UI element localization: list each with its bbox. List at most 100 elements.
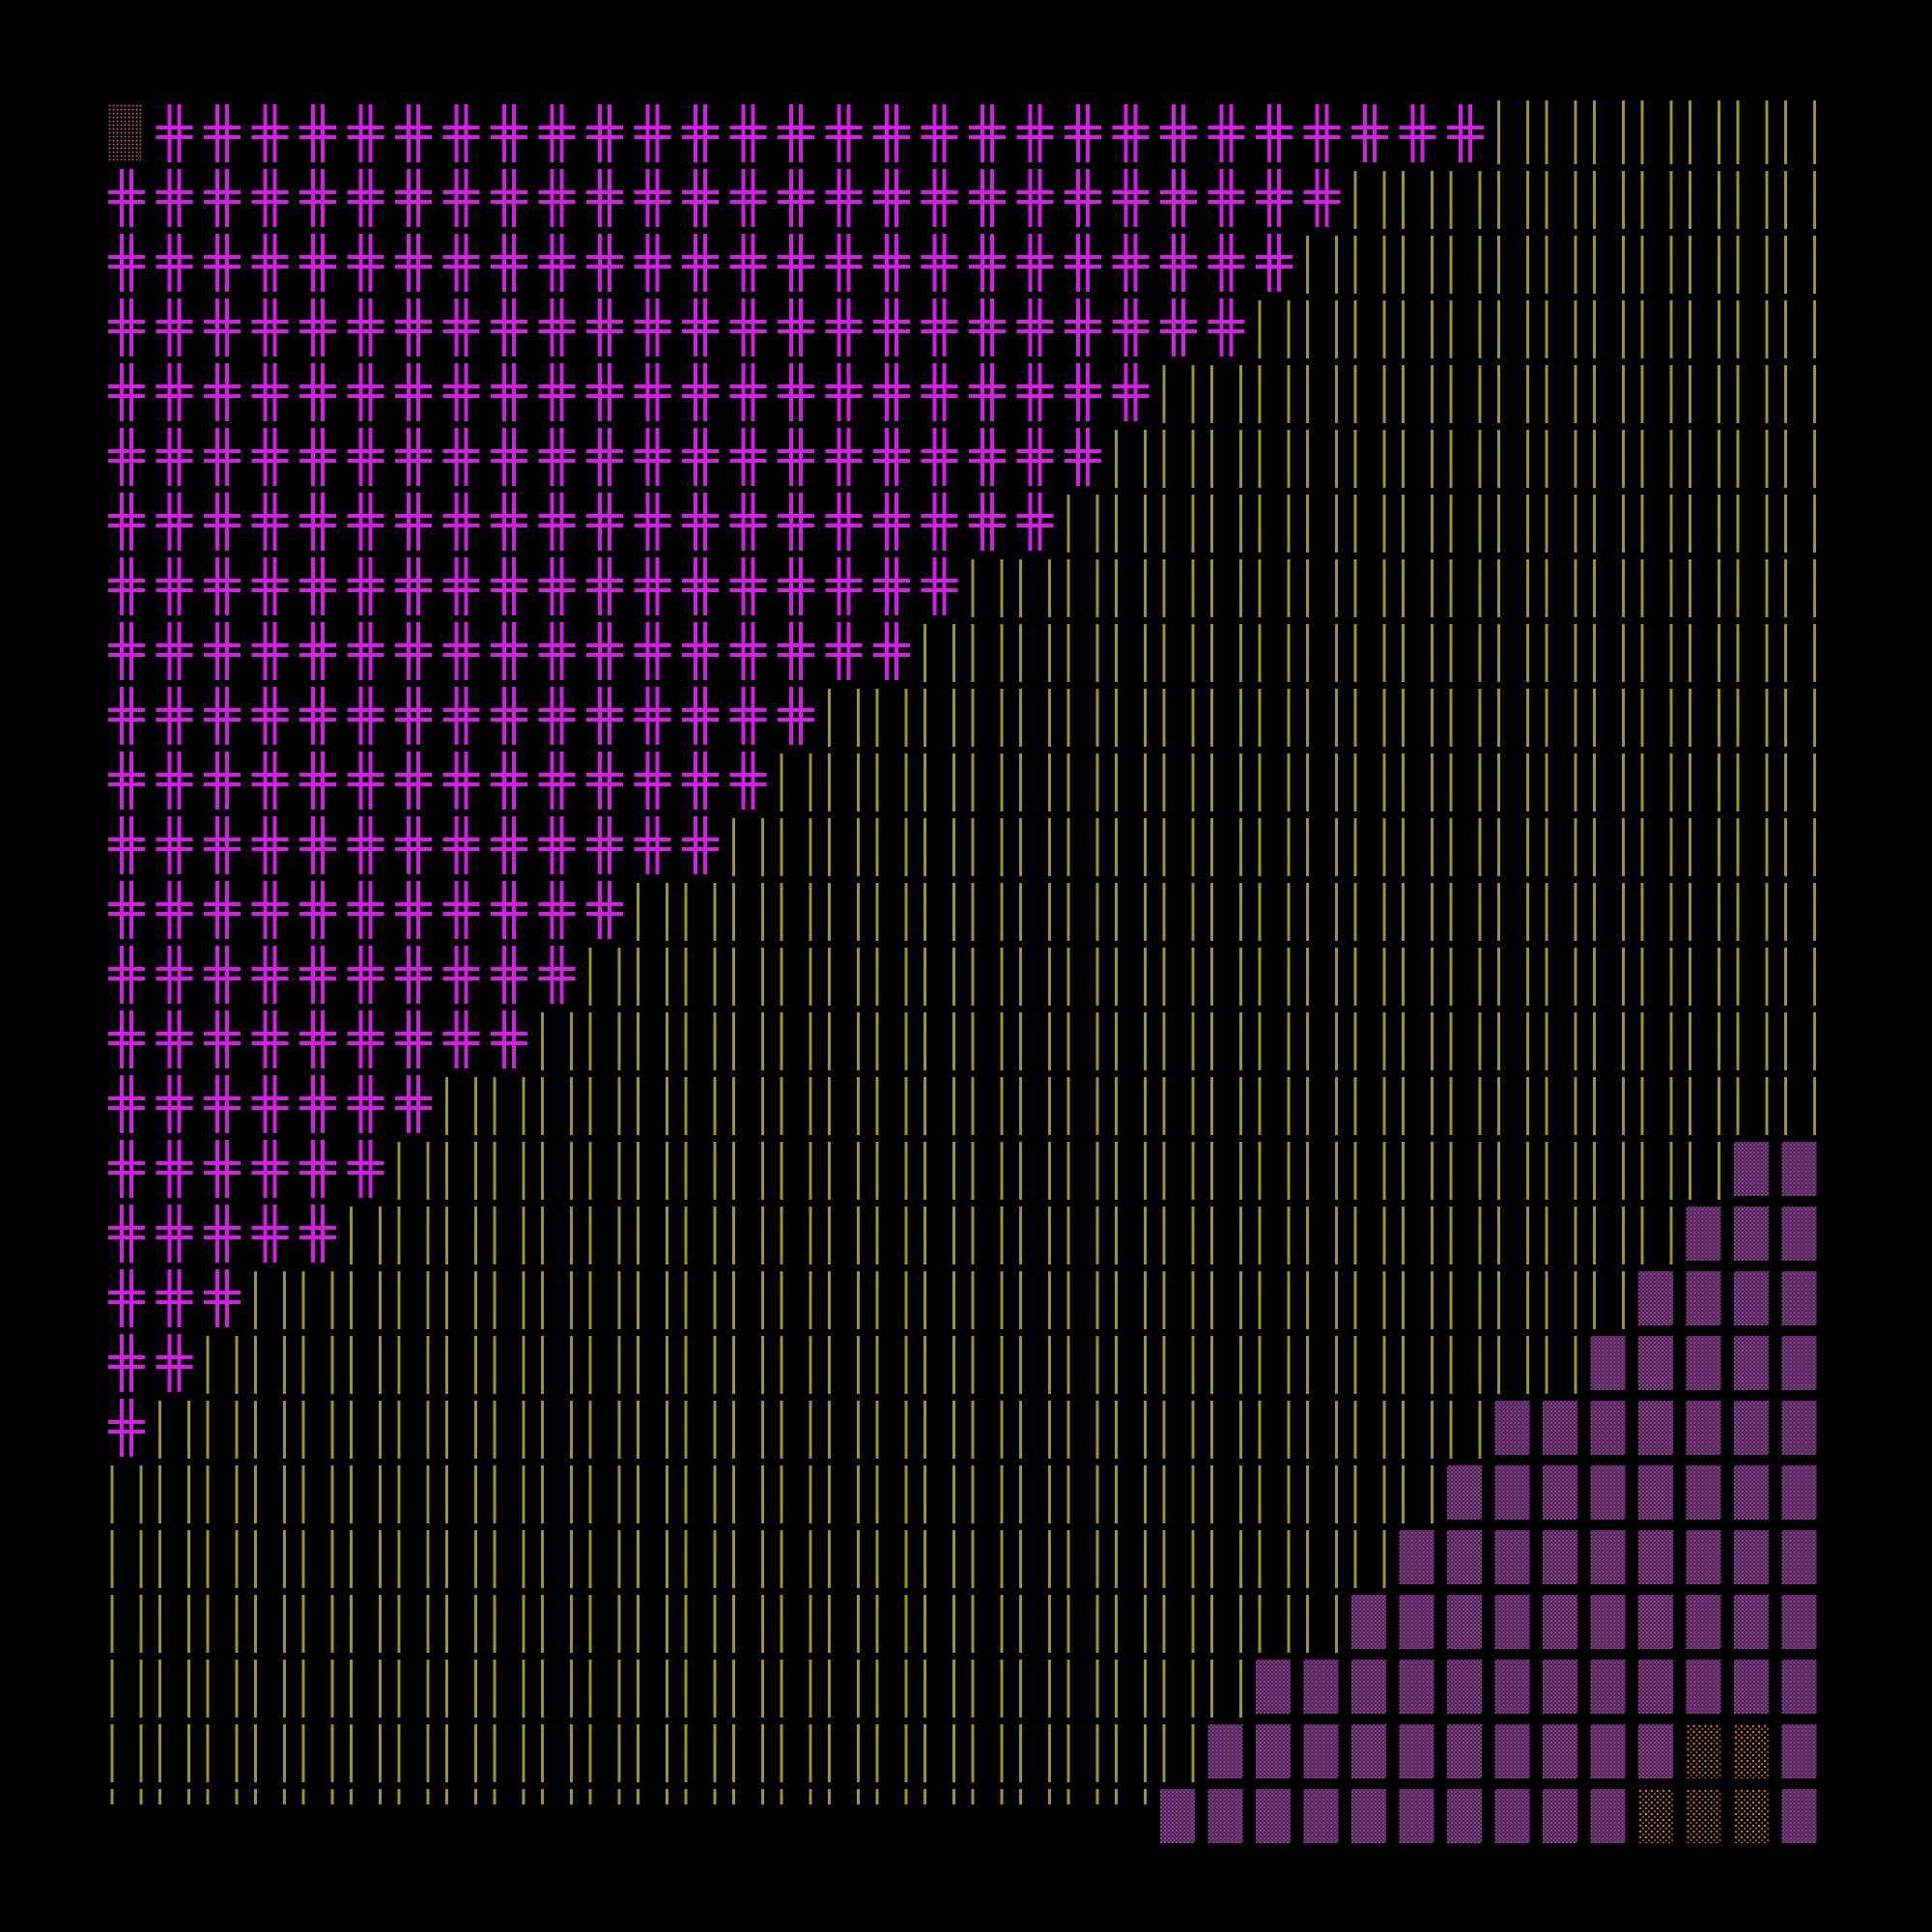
vertical-bars-icon: [1497, 559, 1529, 617]
vertical-bars-icon: [875, 753, 908, 811]
vertical-bars-icon: [1019, 948, 1051, 1006]
double-cross-icon: [299, 946, 336, 1004]
double-cross-icon: [347, 1010, 384, 1068]
vertical-bars-icon: [1019, 1142, 1051, 1200]
vertical-bars-icon: [110, 1530, 143, 1588]
vertical-bars-icon: [1593, 689, 1625, 747]
double-cross-icon: [442, 622, 480, 680]
vertical-bars-icon: [828, 689, 860, 747]
dotted-block-icon: [1543, 1595, 1577, 1649]
vertical-bars-icon: [1449, 430, 1482, 488]
dotted-block-icon: [1686, 1271, 1721, 1325]
double-cross-icon: [921, 169, 958, 227]
vertical-bars-icon: [1306, 1077, 1338, 1135]
vertical-bars-icon: [1593, 365, 1625, 423]
vertical-bars-icon: [493, 1465, 526, 1523]
vertical-bars-icon: [1066, 948, 1099, 1006]
vertical-bars-icon: [1736, 883, 1769, 941]
vertical-bars-icon: [780, 818, 812, 876]
double-cross-icon: [1016, 363, 1054, 421]
double-cross-icon: [442, 687, 480, 745]
vertical-bars-icon: [1449, 236, 1482, 294]
vertical-bars-icon: [1640, 1012, 1673, 1070]
vertical-bars-icon: [588, 1724, 621, 1782]
vertical-bars-icon: [1689, 689, 1720, 747]
double-cross-icon: [969, 298, 1006, 356]
double-cross-icon: [778, 557, 814, 615]
vertical-bars-icon: [1736, 624, 1769, 682]
double-cross-icon: [347, 1140, 384, 1198]
vertical-bars-icon: [1115, 1077, 1147, 1135]
vertical-bars-icon: [732, 1401, 764, 1459]
vertical-bars-icon: [732, 1271, 764, 1329]
vertical-bars-icon: [1258, 1465, 1291, 1523]
double-cross-icon: [395, 1075, 432, 1133]
double-cross-icon: [634, 687, 671, 745]
vertical-bars-icon: [1784, 624, 1816, 682]
vertical-bars-icon: [206, 1595, 239, 1653]
double-cross-icon: [634, 493, 671, 551]
vertical-bars-icon: [588, 1077, 621, 1135]
vertical-bars-icon: [1019, 1595, 1051, 1653]
sparse-dots-icon: [1638, 1789, 1673, 1843]
dotted-block-icon: [1590, 1401, 1626, 1455]
double-cross-icon: [299, 169, 336, 227]
vertical-bars-icon: [445, 1724, 477, 1782]
double-cross-icon: [921, 104, 958, 162]
vertical-bars-icon: [1497, 430, 1529, 488]
vertical-bars-icon: [493, 1207, 526, 1264]
double-cross-icon: [204, 428, 241, 486]
vertical-bars-icon: [1449, 1401, 1482, 1459]
double-cross-icon: [825, 557, 863, 615]
vertical-bars-icon: [1353, 1142, 1386, 1200]
vertical-bars-icon: [445, 1660, 477, 1718]
double-cross-icon: [1065, 298, 1101, 356]
vertical-bars-icon: [541, 1271, 573, 1329]
vertical-bars-icon: [684, 1789, 717, 1804]
vertical-bars-icon: [1593, 1077, 1625, 1135]
double-cross-icon: [442, 104, 480, 162]
vertical-bars-icon: [1640, 689, 1673, 747]
vertical-bars-icon: [971, 559, 1004, 617]
dotted-block-icon: [1351, 1789, 1386, 1843]
vertical-bars-icon: [1066, 1595, 1099, 1653]
vertical-bars-icon: [1449, 1142, 1482, 1200]
vertical-bars-icon: [1258, 1077, 1291, 1135]
double-cross-icon: [347, 234, 384, 292]
double-cross-icon: [251, 752, 289, 810]
double-cross-icon: [156, 298, 193, 356]
double-cross-icon: [395, 428, 432, 486]
double-cross-icon: [1303, 104, 1341, 162]
vertical-bars-icon: [1258, 624, 1291, 682]
double-cross-icon: [1016, 428, 1054, 486]
vertical-bars-icon: [1640, 818, 1673, 876]
double-cross-icon: [729, 234, 767, 292]
vertical-bars-icon: [493, 1660, 526, 1718]
dotted-block-icon: [1638, 1660, 1673, 1714]
vertical-bars-icon: [923, 1142, 955, 1200]
dotted-block-icon: [1590, 1789, 1626, 1843]
double-cross-icon: [1208, 298, 1245, 356]
vertical-bars-icon: [1689, 365, 1720, 423]
vertical-bars-icon: [923, 624, 955, 682]
vertical-bars-icon: [971, 1142, 1004, 1200]
dotted-block-icon: [1734, 1530, 1769, 1584]
vertical-bars-icon: [588, 1401, 621, 1459]
vertical-bars-icon: [1066, 1465, 1099, 1523]
double-cross-icon: [538, 298, 576, 356]
vertical-bars-icon: [923, 1724, 955, 1782]
double-cross-icon: [204, 493, 241, 551]
vertical-bars-icon: [1689, 236, 1720, 294]
vertical-bars-icon: [1306, 430, 1338, 488]
vertical-bars-icon: [1593, 624, 1625, 682]
double-cross-icon: [156, 363, 193, 421]
sparse-dots-icon: [1734, 1724, 1769, 1778]
double-cross-icon: [299, 104, 336, 162]
vertical-bars-icon: [1736, 559, 1769, 617]
dotted-block-icon: [1543, 1660, 1577, 1714]
double-cross-icon: [156, 1010, 193, 1068]
dotted-block-icon: [1686, 1595, 1721, 1649]
vertical-bars-icon: [1736, 171, 1769, 229]
vertical-bars-icon: [1689, 948, 1720, 1006]
vertical-bars-icon: [1402, 171, 1434, 229]
